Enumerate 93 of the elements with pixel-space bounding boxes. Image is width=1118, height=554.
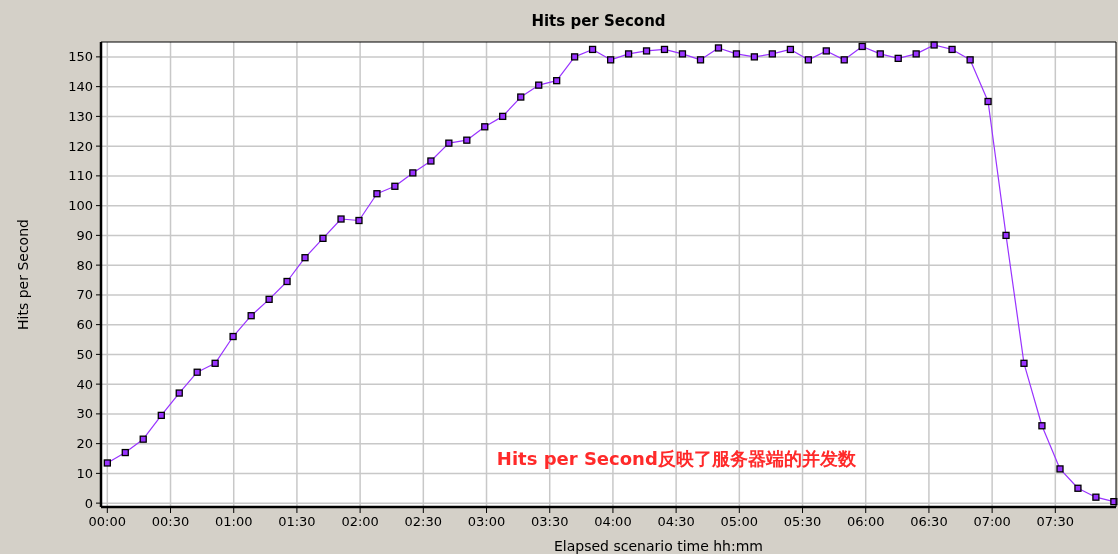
point: [750, 53, 759, 61]
point: [984, 97, 992, 106]
y-tick-label: 140: [68, 79, 93, 95]
point: [265, 295, 273, 303]
x-tick-label: 04:00: [594, 514, 632, 529]
point: [1002, 231, 1010, 240]
y-tick-label: 50: [76, 346, 93, 362]
point: [607, 56, 615, 64]
point: [247, 312, 255, 320]
x-tick-label: 05:30: [783, 514, 822, 529]
y-tick-label: 20: [76, 436, 93, 452]
annotation: Hits per Second反映了服务器端的并发数: [496, 448, 857, 469]
point: [642, 47, 651, 55]
x-tick-label: 03:00: [467, 514, 506, 529]
point: [678, 50, 687, 58]
x-tick-label: 01:00: [214, 514, 253, 529]
x-tick-label: 06:00: [846, 514, 885, 529]
point: [229, 332, 237, 341]
x-tick-label: 01:30: [278, 514, 316, 529]
point: [463, 136, 471, 144]
y-tick-label: 110: [68, 168, 93, 184]
x-axis-title: Elapsed scenario time hh:mm: [554, 538, 763, 554]
point: [696, 56, 705, 64]
point: [139, 435, 147, 443]
y-tick-label: 10: [76, 465, 93, 481]
x-tick-label: 06:30: [910, 514, 948, 529]
point: [930, 41, 938, 49]
point: [768, 50, 776, 58]
point: [858, 42, 866, 51]
point: [786, 45, 795, 54]
point: [553, 77, 561, 85]
point: [840, 56, 848, 64]
point: [337, 215, 345, 223]
point: [211, 359, 219, 367]
y-tick-label: 70: [76, 287, 93, 303]
point: [193, 368, 201, 376]
y-tick-label: 80: [76, 257, 93, 273]
point: [1020, 359, 1028, 367]
x-tick-label: 04:30: [657, 514, 695, 529]
point: [355, 216, 363, 225]
x-tick-label: 05:00: [720, 514, 759, 529]
point: [301, 254, 309, 262]
point: [894, 54, 902, 63]
point: [1092, 493, 1100, 501]
y-tick-label: 120: [68, 138, 93, 154]
point: [588, 45, 597, 54]
point: [535, 81, 543, 89]
x-tick-label: 00:00: [88, 514, 127, 529]
point: [822, 47, 830, 55]
point: [1056, 465, 1064, 473]
point: [445, 139, 453, 147]
point: [660, 45, 669, 54]
point: [121, 448, 129, 457]
y-tick-label: 90: [76, 227, 93, 243]
point: [427, 157, 435, 165]
point: [409, 169, 417, 177]
x-tick-label: 00:30: [151, 514, 190, 529]
point: [876, 50, 884, 58]
x-tick-label: 07:00: [973, 514, 1011, 529]
point: [103, 459, 111, 467]
point: [175, 389, 183, 397]
x-tick-label: 02:30: [404, 514, 443, 529]
point: [1074, 484, 1082, 492]
x-tick-label: 02:00: [341, 514, 379, 529]
y-tick-label: 150: [68, 49, 93, 65]
point: [804, 56, 812, 64]
point: [624, 50, 633, 58]
y-tick-label: 130: [68, 108, 93, 124]
point: [966, 56, 974, 64]
point: [481, 123, 489, 131]
y-tick-label: 40: [76, 376, 93, 392]
point: [948, 45, 956, 54]
point: [283, 277, 291, 286]
point: [391, 182, 399, 190]
point: [499, 112, 507, 121]
point: [732, 50, 741, 58]
x-tick-label: 07:30: [1036, 514, 1075, 529]
x-tick-label: 03:30: [530, 514, 569, 529]
point: [714, 44, 723, 52]
y-tick-label: 100: [68, 198, 93, 214]
y-tick-label: 30: [76, 406, 93, 422]
y-axis-title: Hits per Second: [15, 219, 31, 330]
point: [373, 190, 381, 198]
y-tick-label: 0: [84, 495, 93, 511]
y-tick-label: 60: [76, 317, 93, 333]
point: [517, 93, 525, 101]
point: [319, 234, 327, 242]
line-series: [103, 41, 1118, 506]
point: [912, 50, 920, 58]
point: [157, 411, 165, 420]
point: [570, 53, 579, 61]
point: [1038, 422, 1046, 430]
chart-title: Hits per Second: [531, 12, 666, 30]
